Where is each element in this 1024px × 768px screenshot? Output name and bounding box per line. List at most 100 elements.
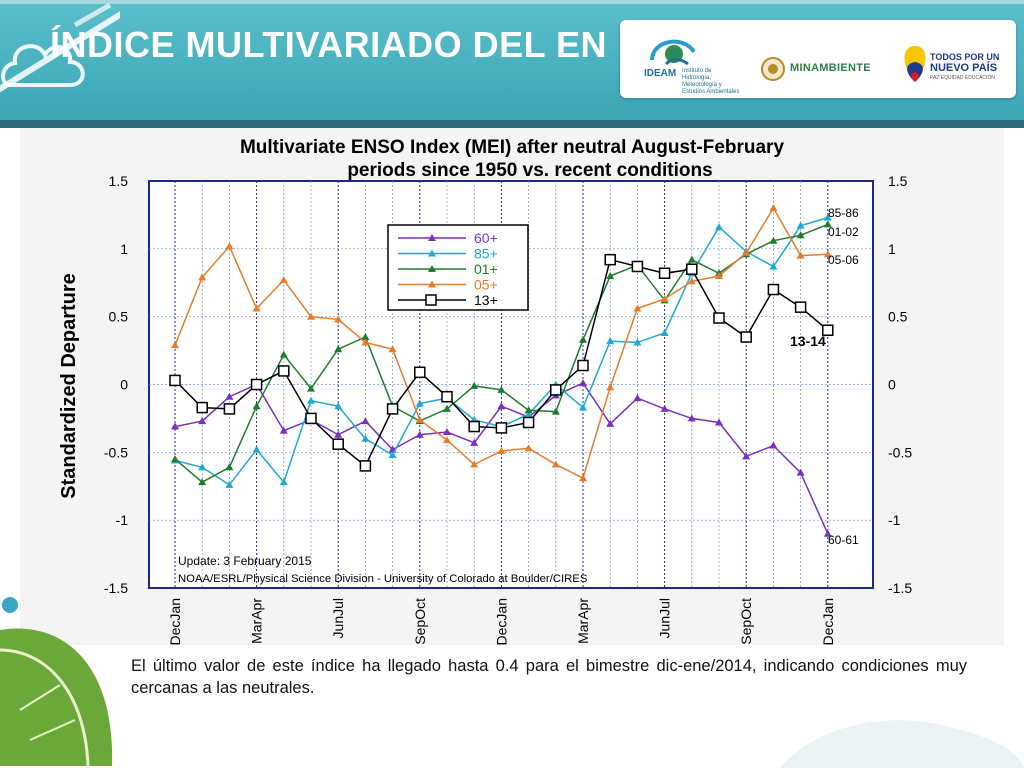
data-point	[551, 407, 560, 415]
data-point	[443, 427, 451, 435]
data-point	[522, 416, 535, 429]
data-point	[334, 315, 343, 323]
data-point	[660, 295, 669, 303]
x-tick-label: MarApr	[249, 598, 265, 644]
data-point	[225, 392, 234, 400]
cloud-icon	[0, 2, 120, 93]
logo-strip: IDEAM Instituto de Hidrología, Meteorolo…	[620, 20, 1016, 98]
data-point	[305, 412, 317, 425]
x-tick-label: DecJan	[167, 598, 183, 645]
data-point	[252, 304, 261, 312]
data-point	[687, 255, 696, 263]
legend-swatch-marker	[428, 234, 436, 241]
legend-label: 01+	[474, 261, 498, 277]
data-point	[633, 394, 642, 402]
y-tick-label-right: 0.5	[888, 309, 908, 325]
data-point	[279, 350, 288, 358]
data-point	[633, 338, 642, 346]
data-point	[606, 337, 615, 345]
ideam-logo-icon	[650, 39, 696, 66]
data-point	[279, 276, 288, 284]
data-point	[823, 250, 832, 258]
data-point	[441, 390, 453, 403]
data-point	[742, 452, 751, 460]
data-point	[550, 384, 562, 396]
update-note: Update: 3 February 2015	[178, 554, 312, 568]
legend-swatch-marker	[428, 280, 436, 288]
x-tick-label: JunJul	[657, 598, 673, 638]
y-tick-label-left: 0	[120, 377, 128, 393]
y-tick-label-right: 1.5	[888, 173, 908, 189]
y-tick-label-right: 1	[888, 241, 896, 257]
map-silhouette-icon	[780, 720, 1024, 768]
series-end-label: 60-61	[828, 533, 859, 547]
series-end-label: 01-02	[828, 225, 859, 239]
chart-title-line2: periods since 1950 vs. recent conditions	[347, 160, 712, 181]
data-point	[822, 324, 834, 336]
data-point	[606, 419, 615, 427]
data-point	[334, 402, 343, 410]
y-tick-label-left: -1.5	[104, 580, 128, 596]
data-point	[495, 422, 508, 434]
data-point	[660, 328, 669, 336]
y-tick-label-right: -1	[888, 512, 901, 528]
y-tick-label-left: 0.5	[109, 309, 129, 325]
x-tick-label: JunJul	[330, 598, 346, 638]
nuevo-pais-line3: PAZ EQUIDAD EDUCACIÓN	[930, 75, 995, 81]
data-point	[279, 478, 288, 486]
data-point	[715, 223, 723, 231]
nuevo-pais-line1: TODOS POR UN	[930, 52, 1000, 62]
y-tick-label-left: 1.5	[109, 173, 129, 189]
data-point	[497, 385, 506, 393]
data-point	[796, 221, 805, 229]
y-tick-label-right: 0	[888, 377, 896, 393]
data-point	[414, 366, 426, 379]
data-point	[307, 312, 315, 320]
data-point	[713, 312, 725, 324]
data-point	[767, 283, 780, 296]
y-axis-label: Standardized Departure	[58, 273, 80, 499]
data-point	[769, 236, 778, 244]
data-point	[388, 345, 397, 353]
data-point	[171, 455, 179, 463]
series-end-label: 13-14	[790, 333, 826, 349]
data-point	[415, 399, 424, 407]
y-tick-label-left: -0.5	[104, 444, 128, 460]
data-point	[497, 446, 506, 454]
data-point	[823, 529, 832, 537]
legend-swatch-marker	[428, 249, 436, 257]
data-point	[524, 406, 533, 414]
data-point	[415, 430, 424, 438]
data-point	[225, 242, 234, 250]
chart-title-line1: Multivariate ENSO Index (MEI) after neut…	[240, 137, 784, 158]
legend-box	[387, 224, 529, 311]
data-point	[796, 231, 805, 239]
legend-swatch-marker	[428, 265, 436, 272]
legend-label: 60+	[474, 230, 498, 246]
data-point	[606, 383, 615, 391]
series-end-label: 05-06	[828, 253, 859, 267]
y-tick-label-left: -1	[116, 512, 129, 528]
data-point	[633, 304, 642, 312]
x-tick-label: MarApr	[575, 598, 591, 644]
mei-chart: Multivariate ENSO Index (MEI) after neut…	[58, 137, 912, 645]
data-point	[307, 396, 315, 404]
data-point	[250, 378, 263, 391]
data-point	[361, 338, 370, 346]
header-banner: ÍNDICE MULTIVARIADO DEL EN IDEAM Institu…	[0, 0, 1024, 120]
data-point	[332, 438, 344, 450]
minambiente-seal-icon	[761, 57, 785, 81]
data-point	[579, 379, 587, 387]
data-point	[769, 441, 778, 449]
data-point	[606, 271, 615, 279]
data-point	[470, 460, 479, 468]
page-title: ÍNDICE MULTIVARIADO DEL EN	[50, 24, 608, 65]
data-point	[524, 444, 533, 452]
legend-swatch-marker	[425, 294, 437, 306]
data-point	[686, 263, 698, 275]
data-point	[796, 251, 805, 259]
data-point	[334, 345, 343, 353]
data-point	[579, 474, 587, 482]
ideam-logo-label: IDEAM	[644, 68, 677, 79]
data-point	[740, 331, 752, 343]
